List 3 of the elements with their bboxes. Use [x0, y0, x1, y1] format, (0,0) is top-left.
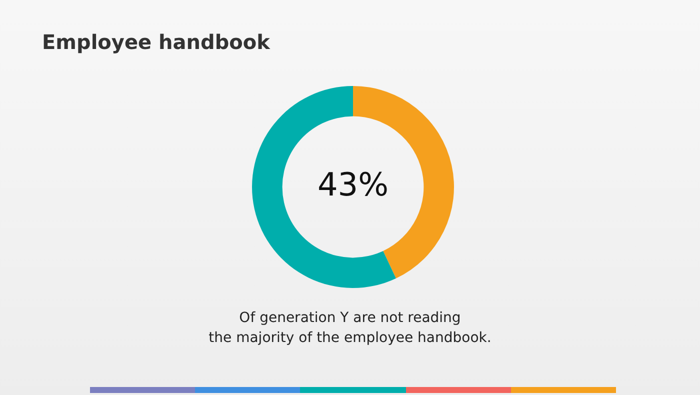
chart-title: Employee handbook — [42, 30, 270, 54]
text: Of generation Y are not reading the majority of the employee handbook. — [208, 309, 492, 348]
data-label: 43% — [317, 165, 389, 204]
